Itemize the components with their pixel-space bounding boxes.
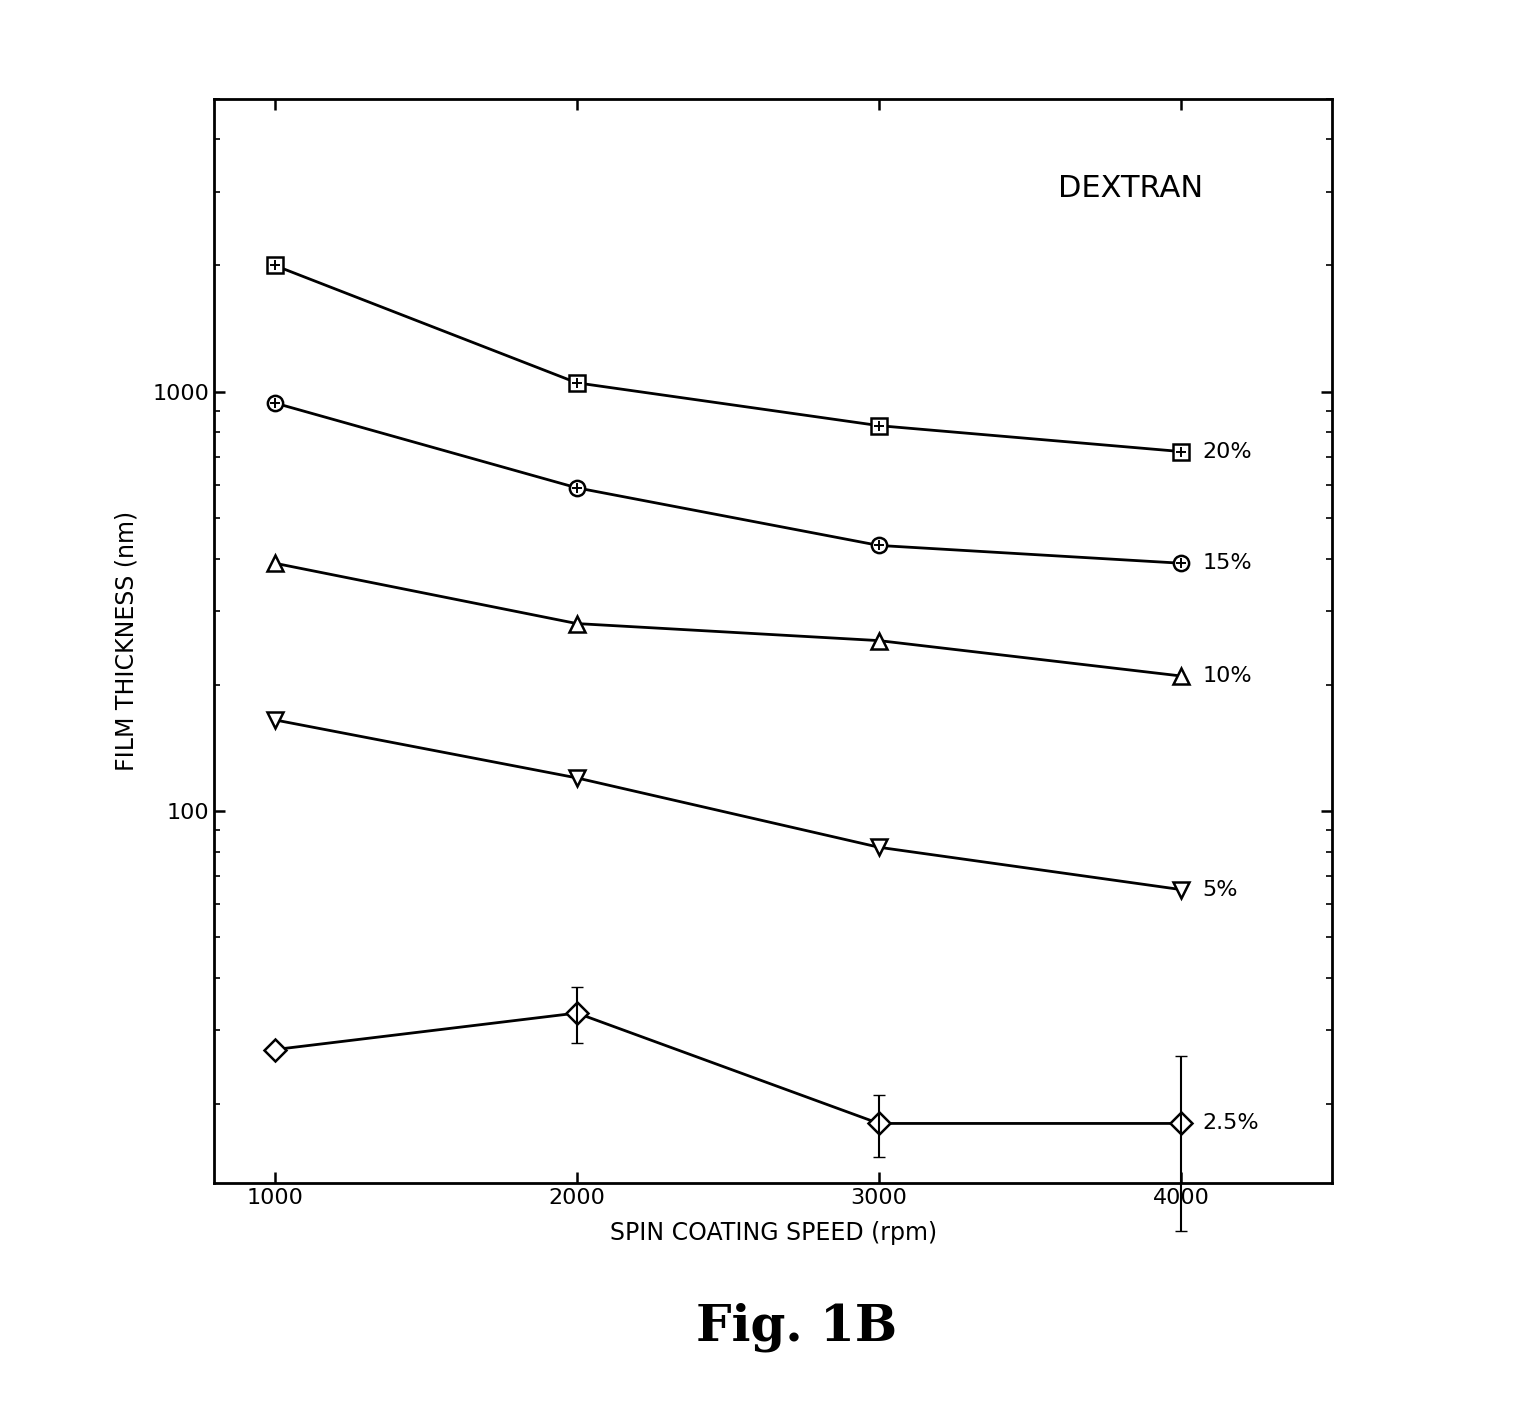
Text: Fig. 1B: Fig. 1B — [695, 1302, 897, 1352]
Text: 10%: 10% — [1202, 666, 1252, 686]
Text: 15%: 15% — [1202, 553, 1252, 573]
X-axis label: SPIN COATING SPEED (rpm): SPIN COATING SPEED (rpm) — [609, 1222, 937, 1246]
Text: 5%: 5% — [1202, 880, 1237, 900]
Y-axis label: FILM THICKNESS (nm): FILM THICKNESS (nm) — [115, 511, 139, 770]
Text: 20%: 20% — [1202, 442, 1252, 462]
Text: 2.5%: 2.5% — [1202, 1114, 1258, 1133]
Text: DEXTRAN: DEXTRAN — [1058, 175, 1203, 203]
